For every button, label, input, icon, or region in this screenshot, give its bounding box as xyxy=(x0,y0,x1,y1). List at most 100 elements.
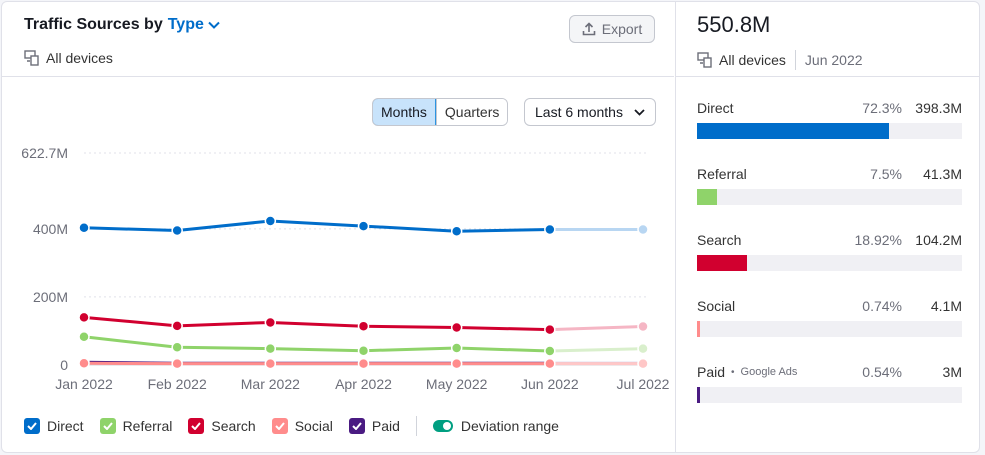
legend-item-search[interactable]: Search xyxy=(188,418,256,434)
source-percent: 72.3% xyxy=(862,100,902,116)
source-share-bar xyxy=(697,255,962,271)
source-percent: 0.54% xyxy=(862,364,902,380)
data-point-direct xyxy=(637,223,649,236)
data-point-social xyxy=(171,357,183,370)
x-tick-label: May 2022 xyxy=(426,376,488,392)
source-share-bar xyxy=(697,123,962,139)
source-percent: 18.92% xyxy=(854,232,902,248)
x-tick-label: Mar 2022 xyxy=(241,376,300,392)
data-point-direct xyxy=(450,225,463,237)
x-tick-label: Jun 2022 xyxy=(521,376,579,392)
source-share-fill xyxy=(697,123,889,139)
legend-label: Social xyxy=(294,418,333,434)
widget-title: Traffic Sources by Type xyxy=(24,16,220,34)
data-point-referral xyxy=(544,345,556,357)
source-value: 41.3M xyxy=(923,166,962,182)
checkbox-icon xyxy=(188,418,205,434)
devices-icon xyxy=(24,50,39,66)
legend-item-referral[interactable]: Referral xyxy=(99,418,172,434)
data-point-social xyxy=(450,357,463,370)
source-name-wrap: Social xyxy=(697,298,832,314)
y-tick-label: 400M xyxy=(33,221,68,237)
legend-divider xyxy=(415,416,417,436)
legend-item-social[interactable]: Social xyxy=(271,418,333,434)
data-point-search xyxy=(544,323,556,336)
source-share-bar xyxy=(697,189,962,205)
quarters-option[interactable]: Quarters xyxy=(435,99,508,125)
data-point-search xyxy=(78,311,90,324)
source-percent: 7.5% xyxy=(870,166,902,182)
source-share-fill xyxy=(697,255,748,271)
header-divider xyxy=(676,76,979,77)
y-tick-label: 0 xyxy=(60,357,68,373)
data-point-social xyxy=(357,357,370,370)
devices-label: All devices xyxy=(46,50,113,66)
data-point-direct xyxy=(171,224,183,237)
checkbox-icon xyxy=(99,418,116,434)
source-value: 3M xyxy=(942,364,962,380)
export-label: Export xyxy=(601,21,643,37)
source-value: 398.3M xyxy=(915,100,962,116)
devices-icon xyxy=(697,52,712,68)
data-point-direct xyxy=(78,222,90,234)
source-share-fill xyxy=(697,189,717,205)
y-tick-label: 200M xyxy=(33,289,68,305)
data-point-search xyxy=(450,321,463,334)
title-prefix: Traffic Sources by xyxy=(24,16,163,33)
source-header: Paid • Google Ads 0.54% 3M xyxy=(697,363,962,381)
period-select-value: Last 6 months xyxy=(535,104,623,120)
source-share-bar xyxy=(697,321,962,337)
legend-item-direct[interactable]: Direct xyxy=(24,418,84,434)
checkbox-icon xyxy=(271,418,288,434)
summary-filters: All devices Jun 2022 xyxy=(697,50,863,70)
deviation-range-toggle[interactable]: Deviation range xyxy=(432,418,559,434)
source-name: Direct xyxy=(697,100,734,116)
total-traffic: 550.8M xyxy=(697,12,771,37)
type-dropdown[interactable]: Type xyxy=(168,16,220,34)
checkbox-icon xyxy=(24,418,40,434)
data-point-search xyxy=(171,320,183,332)
chevron-down-icon xyxy=(634,108,645,116)
data-point-direct xyxy=(544,223,556,236)
chart-legend: Direct Referral Search Social Paid Deviation … xyxy=(24,416,575,436)
series-line-direct xyxy=(83,219,550,233)
series-line-search xyxy=(83,315,550,332)
filter-divider xyxy=(794,50,796,70)
data-point-referral xyxy=(450,342,463,354)
legend-item-paid[interactable]: Paid xyxy=(348,418,400,434)
source-header: Direct 72.3% 398.3M xyxy=(697,99,962,117)
source-row-direct: Direct 72.3% 398.3M xyxy=(697,99,962,139)
source-name: Search xyxy=(697,232,742,248)
x-tick-label: Jan 2022 xyxy=(55,376,113,392)
data-point-social xyxy=(78,357,90,370)
y-tick-label: 622.7M xyxy=(21,145,68,161)
source-value: 104.2M xyxy=(915,232,962,248)
data-point-referral xyxy=(171,341,183,354)
source-name-wrap: Search xyxy=(697,232,832,248)
summary-panel: 550.8M All devices Jun 2022 Direct 72.3% 3… xyxy=(675,2,979,452)
chevron-down-icon xyxy=(208,21,220,29)
data-point-referral xyxy=(357,344,370,357)
legend-label: Direct xyxy=(47,418,84,434)
series-line-projected-search xyxy=(549,325,644,332)
summary-devices-label: All devices xyxy=(719,52,786,68)
source-percent: 0.74% xyxy=(862,298,902,314)
data-point-search xyxy=(637,320,649,333)
months-option[interactable]: Months xyxy=(373,99,436,125)
source-value: 4.1M xyxy=(930,298,962,314)
source-share-bar xyxy=(697,387,962,403)
toggle-switch-icon xyxy=(432,420,453,432)
source-header: Referral 7.5% 41.3M xyxy=(697,165,962,183)
type-dropdown-label: Type xyxy=(167,16,204,33)
period-select[interactable]: Last 6 months xyxy=(524,98,656,126)
source-row-search: Search 18.92% 104.2M xyxy=(697,231,962,271)
source-share-fill xyxy=(697,321,700,337)
x-tick-label: Jul 2022 xyxy=(617,376,670,392)
source-row-paid: Paid • Google Ads 0.54% 3M xyxy=(697,363,962,403)
data-point-direct xyxy=(264,215,277,227)
source-row-social: Social 0.74% 4.1M xyxy=(697,297,962,337)
source-header: Social 0.74% 4.1M xyxy=(697,297,962,315)
export-button[interactable]: Export xyxy=(569,15,655,43)
source-name: Social xyxy=(697,298,736,314)
